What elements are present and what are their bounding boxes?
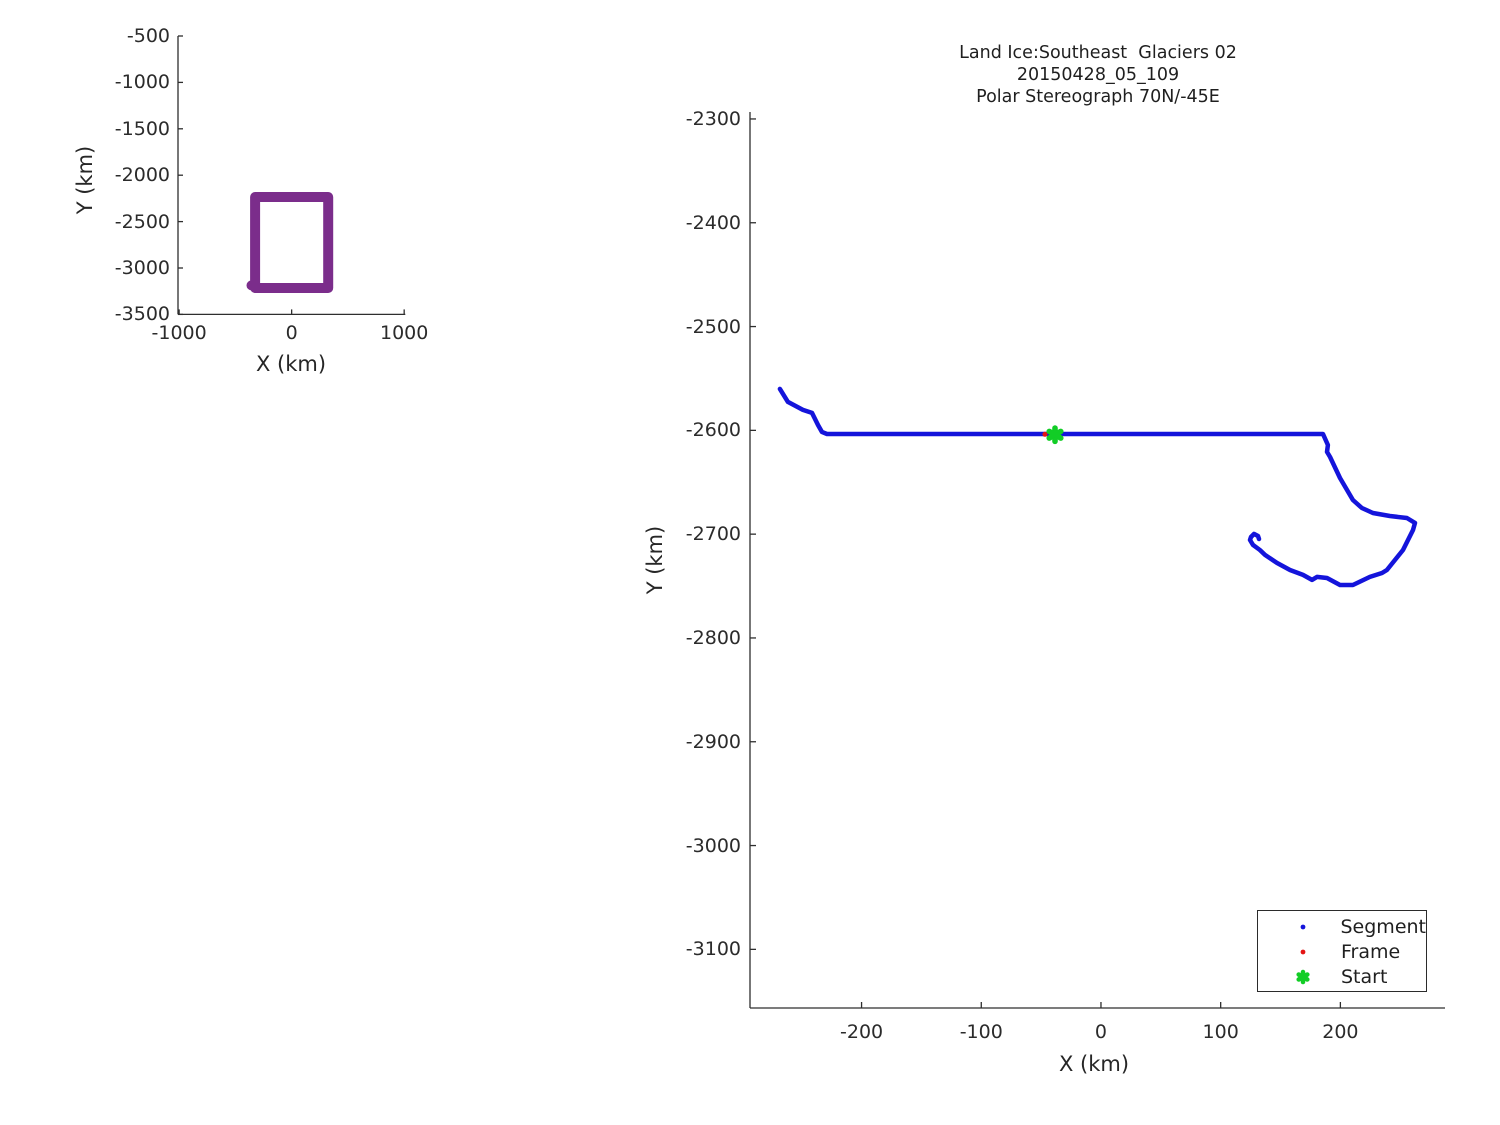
main-y-tick-label: -2900 — [685, 730, 741, 753]
overview-x-tick-label: -1000 — [151, 322, 207, 345]
main-x-tick-label: -100 — [959, 1021, 1003, 1043]
overview-y-tick-label: -1500 — [114, 117, 170, 140]
frame-point-marker — [1042, 431, 1048, 437]
overview-y-tick-label: -2000 — [114, 164, 170, 187]
main-y-tick-label: -3100 — [685, 938, 741, 961]
main-y-tick-label: -3000 — [685, 834, 741, 857]
frame-marker-icon — [1288, 941, 1318, 963]
overview-y-tick-label: -1000 — [114, 71, 170, 94]
start-point-marker — [1046, 425, 1064, 445]
overview-y-tick-label: -500 — [126, 25, 170, 47]
main-y-tick-label: -2500 — [685, 315, 741, 338]
main-x-tick-label: 100 — [1202, 1021, 1239, 1043]
overview-axes — [177, 35, 406, 316]
main-y-tick-label: -2800 — [685, 626, 741, 649]
survey-region-outline-line — [246, 192, 334, 293]
overview-y-tick-label: -3500 — [114, 303, 170, 326]
legend-item-start: Start — [1258, 964, 1426, 989]
title-line-2: 20150428_05_109 — [1016, 65, 1180, 85]
legend-label-frame: Frame — [1341, 940, 1401, 963]
title-line-1: Land Ice:Southeast Glaciers 02 — [959, 43, 1237, 63]
legend-item-frame: Frame — [1258, 939, 1426, 964]
legend-label-segment: Segment — [1340, 915, 1427, 938]
main-y-tick-label: -2600 — [685, 419, 741, 442]
start-glyph — [1296, 969, 1310, 984]
main-y-tick-label: -2700 — [685, 523, 741, 546]
overview-x-axis-label: X (km) — [255, 352, 327, 376]
main-y-tick-label: -2400 — [685, 211, 741, 234]
plot-title: Land Ice:Southeast Glaciers 02 20150428_… — [798, 42, 1398, 108]
overview-x-tick-label: 1000 — [379, 322, 429, 345]
overview-y-tick-label: -3000 — [114, 257, 170, 279]
main-y-axis-label: Y (km) — [643, 525, 667, 595]
main-x-axis-label: X (km) — [1058, 1052, 1130, 1076]
main-x-tick-label: 0 — [1094, 1021, 1108, 1043]
segment-marker-icon — [1288, 916, 1318, 938]
overview-y-axis-label: Y (km) — [73, 145, 97, 215]
start-marker-icon — [1288, 966, 1318, 988]
main-axes — [749, 112, 1445, 1009]
main-y-tick-label: -2300 — [685, 107, 741, 130]
legend-label-start: Start — [1341, 965, 1388, 988]
overview-x-tick-label: 0 — [285, 322, 298, 345]
overview-y-tick-label: -2500 — [114, 210, 170, 233]
title-line-3: Polar Stereograph 70N/-45E — [976, 87, 1220, 107]
overview-series — [246, 192, 334, 293]
main-x-tick-label: 200 — [1322, 1021, 1359, 1043]
legend-item-segment: Segment — [1258, 914, 1426, 939]
main-x-tick-label: -200 — [840, 1021, 884, 1043]
legend: Segment Frame Start — [1257, 910, 1427, 992]
segment-track-line — [777, 386, 1418, 588]
main-series — [777, 386, 1418, 588]
